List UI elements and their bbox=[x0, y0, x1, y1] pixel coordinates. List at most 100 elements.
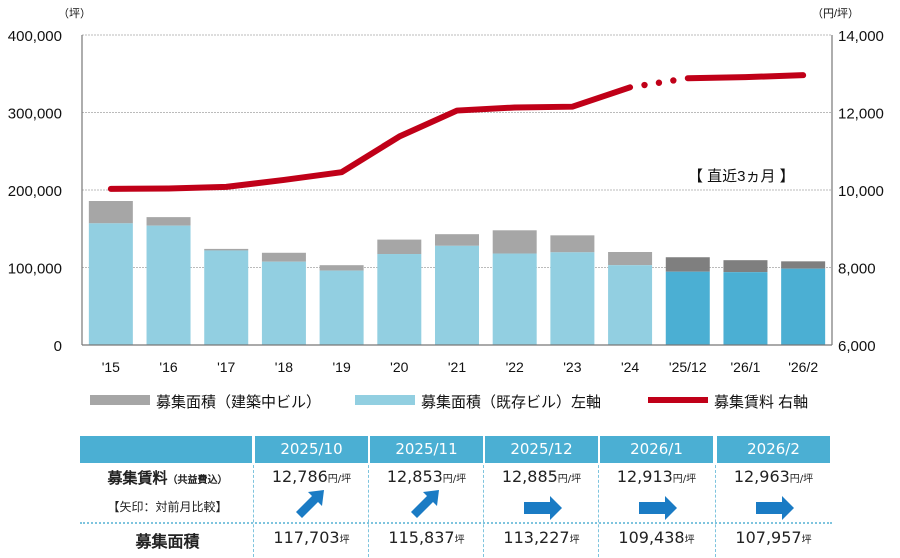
left-tick-label: 200,000 bbox=[8, 183, 62, 200]
x-tick-label: '19 bbox=[332, 359, 350, 375]
table-column-header: 2025/11 bbox=[370, 436, 483, 463]
recent-3-months-annotation: 【 直近3ヵ月 】 bbox=[688, 168, 795, 185]
column-divider bbox=[253, 465, 254, 557]
area-unit: 坪 bbox=[454, 535, 465, 546]
right-tick-label: 12,000 bbox=[838, 106, 884, 123]
rent-unit: 円/坪 bbox=[672, 474, 697, 485]
bar-under-construction bbox=[377, 239, 422, 255]
x-tick-label: '21 bbox=[448, 359, 466, 375]
x-tick-label: '17 bbox=[217, 359, 235, 375]
column-divider bbox=[598, 465, 599, 557]
arrow-up-right-icon bbox=[294, 488, 326, 524]
legend-label-existing: 募集面積（既存ビル）左軸 bbox=[421, 394, 601, 411]
rent-value-cell: 12,786円/坪 bbox=[271, 467, 352, 486]
bar-under-construction bbox=[723, 260, 768, 273]
row-divider bbox=[80, 522, 832, 524]
arrow-up-right-icon bbox=[409, 488, 441, 524]
rent-line-dot bbox=[670, 77, 677, 84]
bar-existing bbox=[204, 250, 249, 345]
arrow-right-icon bbox=[638, 496, 679, 524]
bar-existing bbox=[319, 270, 364, 345]
bar-existing bbox=[608, 265, 653, 345]
area-unit: 坪 bbox=[569, 535, 580, 546]
bar-under-construction bbox=[146, 217, 191, 226]
bar-under-construction bbox=[319, 265, 364, 271]
area-row-label: 募集面積 bbox=[135, 532, 200, 551]
arrow-row-label: 【矢印：対前月比較】 bbox=[107, 500, 228, 514]
rent-unit: 円/坪 bbox=[327, 474, 352, 485]
x-tick-label: '23 bbox=[563, 359, 581, 375]
bar-under-construction bbox=[204, 248, 249, 251]
bar-under-construction bbox=[608, 252, 653, 266]
area-unit: 坪 bbox=[801, 535, 812, 546]
left-tick-label: 300,000 bbox=[8, 106, 62, 123]
x-tick-label: '24 bbox=[621, 359, 639, 375]
legend-swatch-existing bbox=[355, 395, 415, 405]
right-tick-label: 8,000 bbox=[838, 261, 876, 278]
table-header-blank bbox=[80, 436, 252, 463]
bar-under-construction bbox=[492, 230, 537, 254]
bar-existing bbox=[550, 252, 595, 345]
area-value-cell: 113,227坪 bbox=[503, 528, 580, 547]
rent-value-cell: 12,853円/坪 bbox=[386, 467, 467, 486]
bar-under-construction bbox=[261, 252, 306, 262]
rent-line-dot bbox=[641, 81, 648, 89]
bar-existing bbox=[261, 261, 306, 345]
bar-under-construction bbox=[665, 257, 710, 272]
area-unit: 坪 bbox=[684, 535, 695, 546]
rent-label: 募集賃料 bbox=[107, 469, 168, 487]
left-tick-label: 0 bbox=[54, 338, 62, 355]
bar-under-construction bbox=[88, 201, 133, 224]
column-divider bbox=[715, 465, 716, 557]
x-tick-label: '25/12 bbox=[669, 359, 707, 375]
x-tick-label: '26/1 bbox=[731, 359, 761, 375]
x-tick-label: '20 bbox=[390, 359, 408, 375]
area-value-cell: 117,703坪 bbox=[273, 528, 350, 547]
legend-label-rent: 募集賃料 右軸 bbox=[714, 394, 808, 411]
bar-existing bbox=[377, 254, 422, 345]
left-tick-label: 400,000 bbox=[8, 28, 62, 45]
area-unit: 坪 bbox=[339, 535, 350, 546]
rent-sublabel: （共益費込） bbox=[167, 475, 228, 486]
arrow-right-icon bbox=[523, 496, 564, 524]
legend-swatch-under-construction bbox=[90, 395, 150, 405]
bar-existing bbox=[665, 271, 710, 345]
table-column-header: 2026/2 bbox=[717, 436, 830, 463]
left-axis-unit: （坪） bbox=[58, 7, 91, 20]
arrow-right-icon bbox=[755, 496, 796, 524]
rent-unit: 円/坪 bbox=[789, 474, 814, 485]
table-column-header: 2026/1 bbox=[600, 436, 713, 463]
rent-value-cell: 12,963円/坪 bbox=[733, 467, 814, 486]
rent-unit: 円/坪 bbox=[442, 474, 467, 485]
column-divider bbox=[483, 465, 484, 557]
area-value-cell: 109,438坪 bbox=[618, 528, 695, 547]
rent-value-cell: 12,885円/坪 bbox=[501, 467, 582, 486]
bar-existing bbox=[435, 245, 479, 345]
x-tick-label: '15 bbox=[102, 359, 120, 375]
rent-line-recent bbox=[684, 72, 807, 82]
area-value-cell: 107,957坪 bbox=[735, 528, 812, 547]
right-tick-label: 10,000 bbox=[838, 183, 884, 200]
table-column-header: 2025/10 bbox=[255, 436, 368, 463]
rent-unit: 円/坪 bbox=[557, 474, 582, 485]
x-tick-label: '22 bbox=[506, 359, 524, 375]
rent-value-cell: 12,913円/坪 bbox=[616, 467, 697, 486]
area-value-cell: 115,837坪 bbox=[388, 528, 465, 547]
rent-row-label: 募集賃料（共益費込） bbox=[80, 467, 255, 488]
bar-under-construction bbox=[550, 235, 595, 253]
bar-existing bbox=[723, 272, 768, 345]
right-tick-label: 6,000 bbox=[838, 338, 876, 355]
column-divider bbox=[368, 465, 369, 557]
bar-under-construction bbox=[435, 234, 479, 246]
rent-line bbox=[107, 84, 634, 192]
x-tick-label: '26/2 bbox=[788, 359, 818, 375]
table-column-header: 2025/12 bbox=[485, 436, 598, 463]
bar-existing bbox=[146, 225, 191, 345]
right-axis-unit: （円/坪） bbox=[812, 7, 859, 20]
rent-line-dot bbox=[655, 79, 663, 86]
right-tick-label: 14,000 bbox=[838, 28, 884, 45]
bar-existing bbox=[781, 268, 826, 345]
x-tick-label: '18 bbox=[275, 359, 293, 375]
bar-under-construction bbox=[781, 261, 826, 269]
combo-chart: 0 100,000 200,000 300,000 400,000 6,000 8,000 1… bbox=[8, 7, 884, 411]
